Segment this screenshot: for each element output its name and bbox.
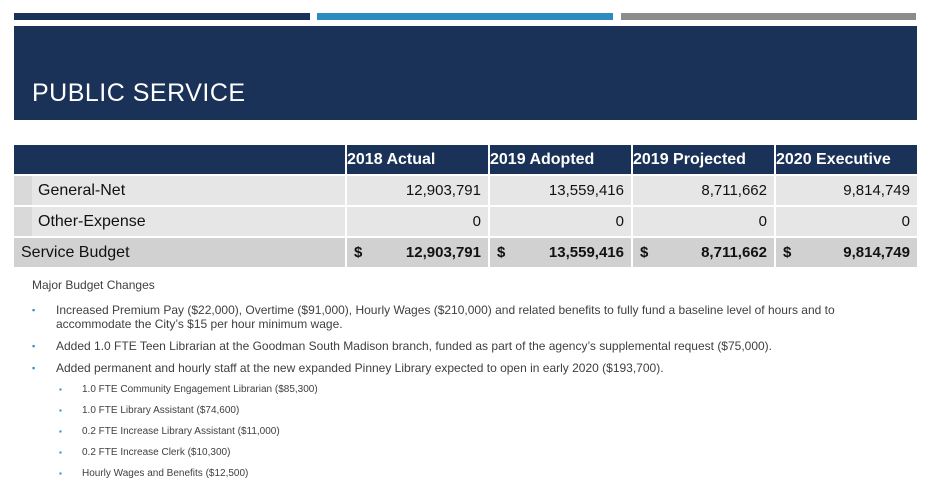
table-cell: 0 <box>631 205 775 237</box>
currency-symbol: $ <box>640 244 649 261</box>
row-label: General-Net <box>32 174 346 206</box>
total-amount: 12,903,791 <box>405 244 481 261</box>
row-label: Other-Expense <box>32 205 346 237</box>
total-row: Service Budget $12,903,791 $13,559,416 $… <box>14 236 917 267</box>
accent-stripe-blue <box>317 13 613 20</box>
table-cell: 13,559,416 <box>488 174 632 206</box>
sub-list-item: ▪ Hourly Wages and Benefits ($12,500) <box>32 467 912 480</box>
currency-symbol: $ <box>783 244 792 261</box>
square-bullet-icon: ▪ <box>32 341 36 351</box>
accent-stripe-navy <box>14 13 310 20</box>
total-amount: 8,711,662 <box>701 244 767 261</box>
table-row: General-Net 12,903,791 13,559,416 8,711,… <box>14 174 917 206</box>
sub-list-item-text: 1.0 FTE Community Engagement Librarian (… <box>82 384 318 395</box>
table-cell: 9,814,749 <box>774 174 917 206</box>
list-item-text: Added permanent and hourly staff at the … <box>56 361 664 375</box>
total-label: Service Budget <box>14 236 346 267</box>
sub-list-item-text: 0.2 FTE Increase Clerk ($10,300) <box>82 447 231 458</box>
square-bullet-icon: ▪ <box>59 406 62 415</box>
list-item: ▪ Increased Premium Pay ($22,000), Overt… <box>32 303 912 331</box>
column-header-2018-actual: 2018 Actual <box>345 145 489 175</box>
square-bullet-icon: ▪ <box>32 363 36 373</box>
list-item-text: Added 1.0 FTE Teen Librarian at the Good… <box>56 339 773 353</box>
sub-list-item-text: Hourly Wages and Benefits ($12,500) <box>82 468 249 479</box>
currency-symbol: $ <box>497 244 506 261</box>
square-bullet-icon: ▪ <box>59 448 62 457</box>
table-header-row: 2018 Actual 2019 Adopted 2019 Projected … <box>14 145 917 175</box>
sub-list-item: ▪ 0.2 FTE Increase Library Assistant ($1… <box>32 425 912 438</box>
list-item: ▪ Added 1.0 FTE Teen Librarian at the Go… <box>32 339 912 353</box>
sub-list-item: ▪ 0.2 FTE Increase Clerk ($10,300) <box>32 446 912 459</box>
sub-list-item: ▪ 1.0 FTE Community Engagement Librarian… <box>32 383 912 396</box>
square-bullet-icon: ▪ <box>59 385 62 394</box>
currency-symbol: $ <box>354 244 363 261</box>
list-item: ▪ Added permanent and hourly staff at th… <box>32 361 912 375</box>
sub-list-item: ▪ 1.0 FTE Library Assistant ($74,600) <box>32 404 912 417</box>
column-header-2020-executive: 2020 Executive <box>774 145 917 175</box>
budget-table: 2018 Actual 2019 Adopted 2019 Projected … <box>14 145 917 267</box>
budget-changes-section: Major Budget Changes ▪ Increased Premium… <box>32 278 912 488</box>
total-amount: 13,559,416 <box>548 244 624 261</box>
title-banner: PUBLIC SERVICE <box>14 26 917 120</box>
column-header-2019-projected: 2019 Projected <box>631 145 775 175</box>
total-cell: $13,559,416 <box>488 236 632 267</box>
total-cell: $9,814,749 <box>774 236 917 267</box>
sub-list-item-text: 0.2 FTE Increase Library Assistant ($11,… <box>82 426 280 437</box>
table-cell: 0 <box>345 205 489 237</box>
total-cell: $12,903,791 <box>345 236 489 267</box>
square-bullet-icon: ▪ <box>32 305 36 315</box>
square-bullet-icon: ▪ <box>59 469 62 478</box>
row-indent <box>14 174 32 206</box>
total-amount: 9,814,749 <box>843 244 910 261</box>
square-bullet-icon: ▪ <box>59 427 62 436</box>
table-cell: 8,711,662 <box>631 174 775 206</box>
header-blank-cell <box>14 145 346 175</box>
section-title: Major Budget Changes <box>32 278 155 292</box>
accent-stripe-gray <box>621 13 916 20</box>
page-title: PUBLIC SERVICE <box>32 79 246 107</box>
table-cell: 12,903,791 <box>345 174 489 206</box>
row-indent <box>14 205 32 237</box>
column-header-2019-adopted: 2019 Adopted <box>488 145 632 175</box>
table-cell: 0 <box>488 205 632 237</box>
sub-list-item-text: 1.0 FTE Library Assistant ($74,600) <box>82 405 240 416</box>
table-cell: 0 <box>774 205 917 237</box>
total-cell: $8,711,662 <box>631 236 775 267</box>
table-row: Other-Expense 0 0 0 0 <box>14 205 917 237</box>
list-item-text: Increased Premium Pay ($22,000), Overtim… <box>56 303 835 331</box>
